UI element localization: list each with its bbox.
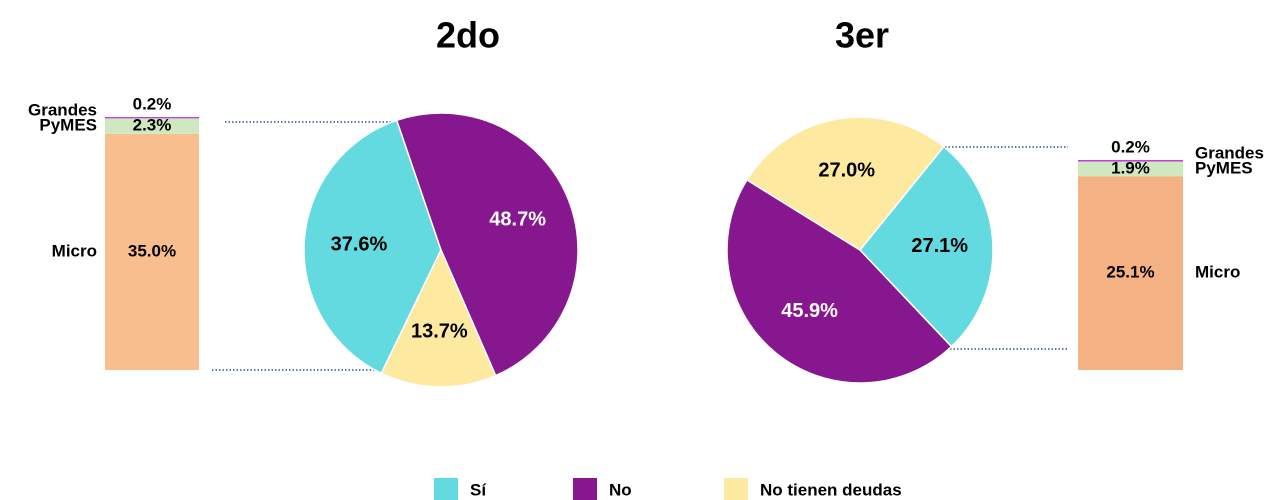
- category-label: Micro: [52, 241, 97, 260]
- value-label: 0.2%: [133, 94, 172, 113]
- value-label: 25.1%: [1106, 263, 1154, 282]
- bar-segment: [105, 133, 199, 370]
- bar-segment: [105, 118, 199, 134]
- pie-slice: [726, 178, 953, 384]
- pie-title: 3er: [835, 15, 889, 56]
- legend-label: No: [609, 480, 632, 499]
- category-label: Grandes: [1195, 143, 1264, 162]
- bar-segment: [105, 117, 199, 119]
- legend-swatch: [724, 478, 748, 500]
- pie-slice: [303, 119, 442, 375]
- pie-title: 2do: [436, 15, 500, 56]
- legend-swatch: [434, 478, 458, 500]
- bar-segment: [1078, 161, 1183, 177]
- category-label: Micro: [1195, 263, 1240, 282]
- category-label: Grandes: [28, 100, 97, 119]
- legend-swatch: [573, 478, 597, 500]
- value-label: 13.7%: [411, 320, 468, 342]
- value-label: 45.9%: [781, 300, 838, 322]
- pie-slice: [859, 145, 994, 348]
- category-label: PyMES: [1195, 158, 1253, 177]
- legend-label: No tienen deudas: [760, 480, 902, 499]
- pie-slice: [380, 248, 497, 388]
- legend-label: Sí: [470, 480, 487, 499]
- value-label: 2.3%: [133, 116, 172, 135]
- bar-segment: [1078, 160, 1183, 162]
- value-label: 37.6%: [331, 233, 388, 255]
- value-label: 0.2%: [1111, 137, 1150, 156]
- bar-segment: [1078, 176, 1183, 370]
- value-label: 35.0%: [128, 241, 176, 260]
- value-label: 27.1%: [911, 235, 968, 257]
- pie-slice: [395, 112, 579, 377]
- value-label: 1.9%: [1111, 158, 1150, 177]
- pie-slice: [745, 116, 945, 251]
- value-label: 27.0%: [818, 160, 875, 182]
- value-label: 48.7%: [489, 209, 546, 231]
- category-label: PyMES: [39, 116, 97, 135]
